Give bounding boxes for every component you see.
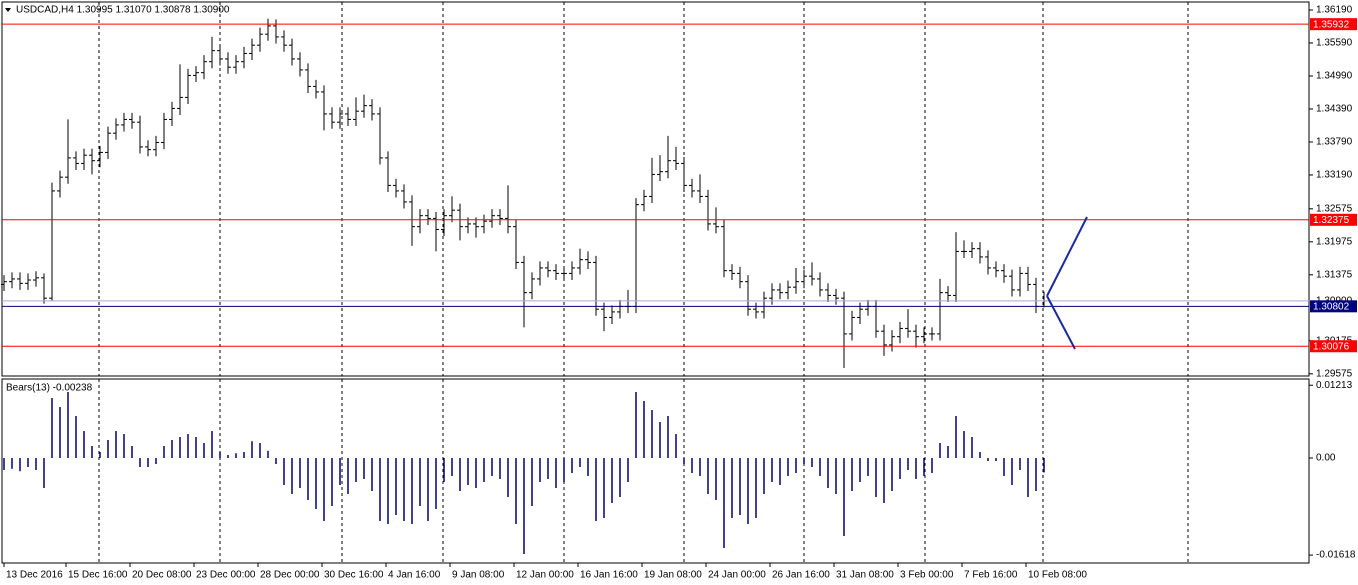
x-tick-label: 30 Dec 16:00 bbox=[324, 570, 384, 581]
price-level-box bbox=[1310, 300, 1357, 313]
x-tick-label: 10 Feb 08:00 bbox=[1028, 570, 1087, 581]
period-separators bbox=[98, 2, 1189, 563]
x-tick-label: 4 Jan 16:00 bbox=[388, 570, 441, 581]
price-level-label: 1.32375 bbox=[1313, 215, 1350, 226]
indicator-panel bbox=[1, 378, 1310, 564]
x-tick-label: 24 Jan 00:00 bbox=[708, 570, 766, 581]
x-tick-label: 31 Jan 08:00 bbox=[836, 570, 894, 581]
chart-title: USDCAD,H4 1.30995 1.31070 1.30878 1.3090… bbox=[16, 5, 230, 16]
y-tick-label: 0.01213 bbox=[1316, 380, 1353, 391]
indicator-title: Bears(13) -0.00238 bbox=[6, 383, 93, 394]
x-tick-label: 16 Jan 16:00 bbox=[580, 570, 638, 581]
y-tick-label: 1.33190 bbox=[1316, 170, 1353, 181]
x-tick-label: 20 Dec 08:00 bbox=[132, 570, 192, 581]
x-tick-label: 19 Jan 08:00 bbox=[644, 570, 702, 581]
menu-triangle bbox=[5, 8, 11, 12]
x-tick-label: 7 Feb 16:00 bbox=[964, 570, 1018, 581]
x-tick-label: 28 Dec 00:00 bbox=[260, 570, 320, 581]
marks: 1.36190 1.35590 1.34990 1.34390 1.33790 1.331… bbox=[1, 5, 1357, 581]
price-level-label: 1.30076 bbox=[1313, 341, 1350, 352]
price-level-box bbox=[1310, 213, 1357, 226]
y-tick-label: 1.35590 bbox=[1316, 38, 1353, 49]
y-tick-label: 1.36190 bbox=[1316, 5, 1353, 16]
y-tick-label: 1.33790 bbox=[1316, 137, 1353, 148]
main-panel bbox=[1, 1, 1310, 377]
price-level-box bbox=[1310, 18, 1357, 31]
y-tick-label: -0.01618 bbox=[1316, 550, 1356, 561]
y-tick-label: 1.32575 bbox=[1316, 203, 1353, 214]
projection-lines bbox=[1046, 216, 1088, 350]
y-tick-label: 1.31975 bbox=[1316, 236, 1353, 247]
y-tick-label: 0.00 bbox=[1316, 453, 1336, 464]
y-tick-label: 1.34990 bbox=[1316, 71, 1353, 82]
x-tick-label: 13 Dec 2016 bbox=[6, 570, 63, 581]
x-tick-label: 15 Dec 16:00 bbox=[68, 570, 128, 581]
price-level-box bbox=[1310, 340, 1357, 353]
x-tick-label: 3 Feb 00:00 bbox=[900, 570, 954, 581]
x-tick-label: 12 Jan 00:00 bbox=[516, 570, 574, 581]
x-tick-label: 23 Dec 00:00 bbox=[196, 570, 256, 581]
x-tick-label: 9 Jan 08:00 bbox=[452, 570, 505, 581]
x-tick-label: 26 Jan 16:00 bbox=[772, 570, 830, 581]
price-level-label: 1.35932 bbox=[1313, 19, 1350, 30]
price-level-label: 1.30802 bbox=[1313, 301, 1350, 312]
y-tick-label: 1.31375 bbox=[1316, 269, 1353, 280]
y-tick-label: 1.34390 bbox=[1316, 104, 1353, 115]
y-tick-label: 1.29575 bbox=[1316, 368, 1353, 379]
